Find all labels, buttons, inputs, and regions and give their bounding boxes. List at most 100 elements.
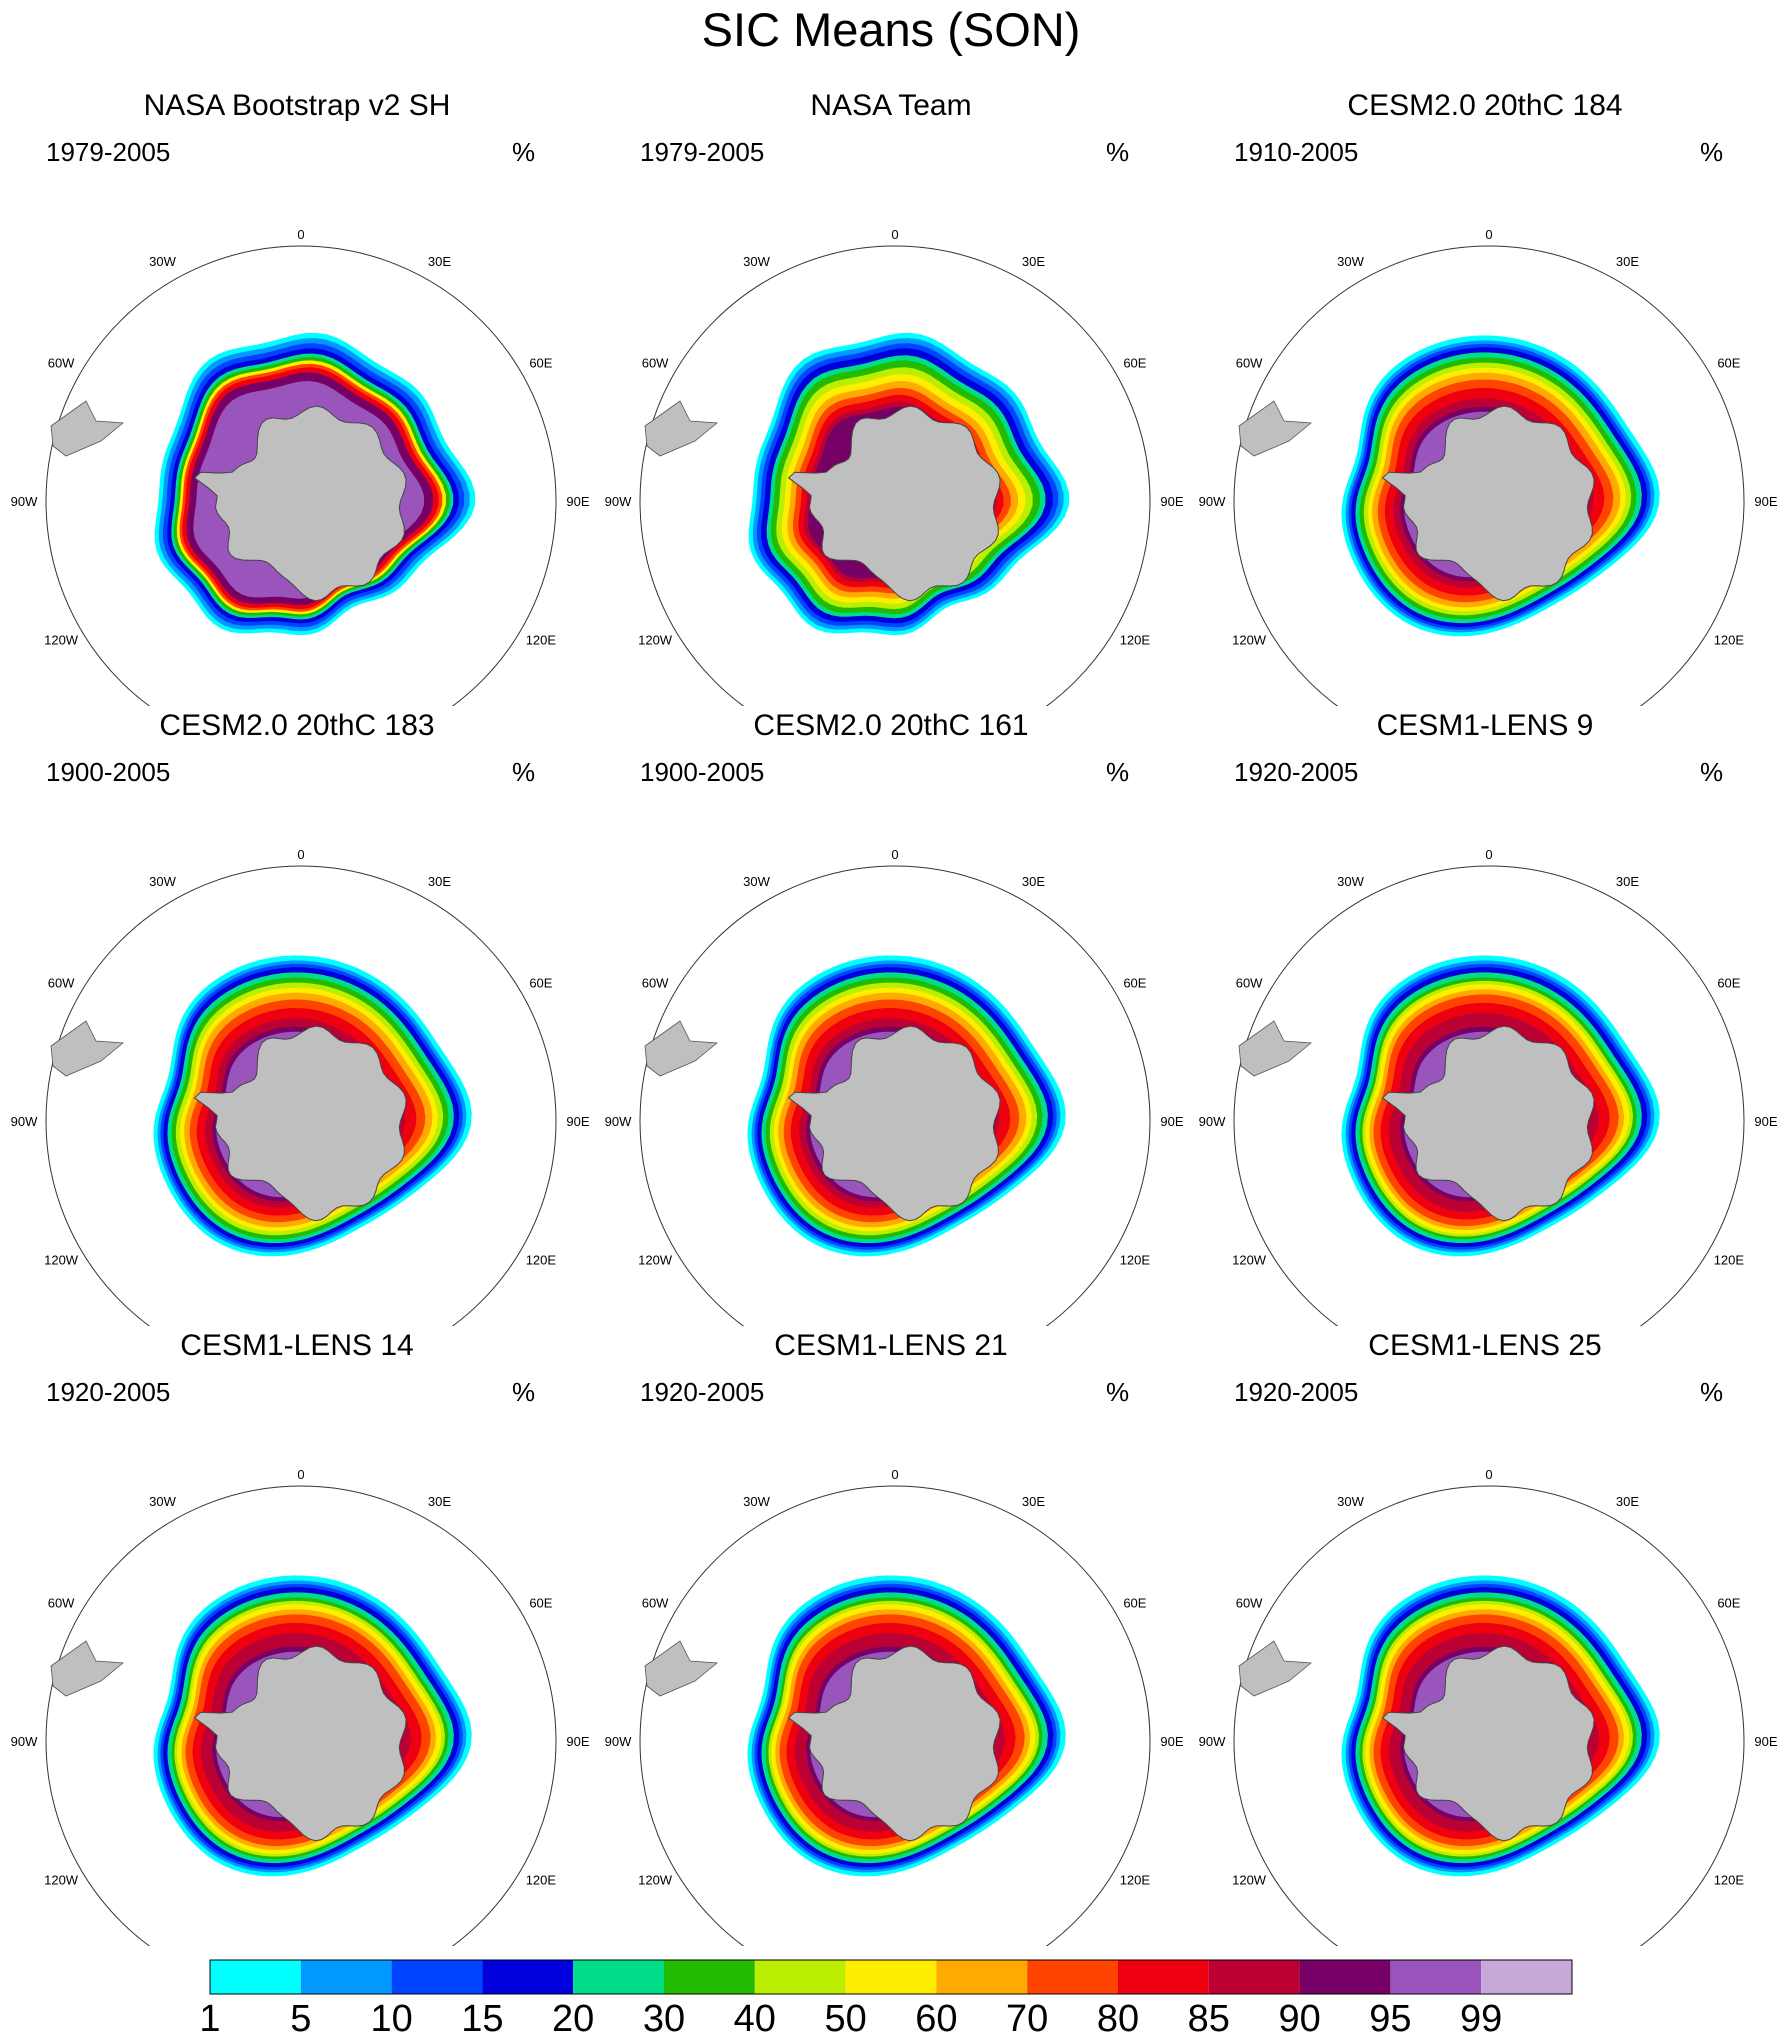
longitude-label: 90E <box>1160 494 1183 509</box>
longitude-label: 0 <box>297 847 304 862</box>
colorbar-label: 50 <box>824 1998 867 2040</box>
panel-title: CESM1-LENS 25 <box>1368 1329 1602 1362</box>
south-america-land <box>50 1020 125 1077</box>
longitude-label: 30W <box>1337 874 1364 889</box>
longitude-label: 90E <box>566 494 589 509</box>
panel-unit: % <box>1106 1377 1130 1407</box>
longitude-label: 0 <box>891 847 898 862</box>
longitude-label: 60W <box>48 976 75 991</box>
figure-title: SIC Means (SON) <box>701 3 1081 56</box>
colorbar-swatch <box>754 1960 846 1994</box>
colorbar-label: 20 <box>552 1998 595 2040</box>
longitude-label: 90E <box>566 1734 589 1749</box>
panel-title: CESM2.0 20thC 183 <box>159 709 435 742</box>
colorbar-swatch <box>1118 1960 1209 1994</box>
longitude-label: 30W <box>1337 1494 1364 1509</box>
longitude-label: 90W <box>1199 1114 1226 1129</box>
colorbar-label: 90 <box>1278 1998 1321 2040</box>
longitude-label: 60E <box>1717 1596 1740 1611</box>
longitude-label: 90E <box>1754 1114 1777 1129</box>
panel-unit: % <box>1700 757 1724 787</box>
longitude-label: 120E <box>1120 1873 1151 1888</box>
longitude-label: 60E <box>1123 976 1146 991</box>
longitude-label: 120W <box>1232 633 1267 648</box>
antarctica-land <box>787 1025 1001 1222</box>
longitude-label: 30E <box>1616 874 1639 889</box>
map-panel: NASA Bootstrap v2 SH 1979-2005% 0 30E 60E 90E… <box>0 86 594 706</box>
longitude-label: 0 <box>891 227 898 242</box>
polar-map: 030E60E90E120E150E180150W120W90W60W30W <box>11 227 590 706</box>
map-panel: CESM2.0 20thC 183 1900-2005% 0 30E 60E 90E 120… <box>0 706 594 1326</box>
panel-title: NASA Team <box>810 89 972 122</box>
longitude-label: 120E <box>1120 1253 1151 1268</box>
colorbar-label: 80 <box>1096 1998 1140 2040</box>
longitude-label: 0 <box>1485 1467 1492 1482</box>
longitude-label: 60E <box>1717 976 1740 991</box>
colorbar-swatch <box>300 1960 392 1994</box>
longitude-label: 90W <box>605 1114 632 1129</box>
longitude-label: 60W <box>1236 356 1263 371</box>
panel-unit: % <box>512 757 536 787</box>
polar-map: 030E60E90E120E150E180150W120W90W60W30W <box>1199 227 1778 706</box>
longitude-label: 60E <box>529 356 552 371</box>
longitude-label: 60W <box>1236 1596 1263 1611</box>
longitude-label: 90E <box>1754 494 1777 509</box>
longitude-label: 0 <box>1485 227 1492 242</box>
longitude-label: 30W <box>1337 254 1364 269</box>
antarctica-land <box>1381 1025 1595 1222</box>
colorbar-label: 70 <box>1006 1998 1049 2040</box>
colorbar-label: 85 <box>1187 1998 1230 2040</box>
panel-title: CESM1-LENS 14 <box>180 1329 414 1362</box>
south-america-land <box>1238 1640 1313 1697</box>
colorbar-label: 40 <box>733 1998 776 2040</box>
longitude-label: 120E <box>1120 633 1151 648</box>
panel-unit: % <box>1700 1377 1724 1407</box>
panel-period: 1900-2005 <box>46 757 171 787</box>
longitude-label: 60E <box>1123 356 1146 371</box>
panel-period: 1900-2005 <box>640 757 765 787</box>
panel-title: CESM2.0 20thC 184 <box>1347 89 1623 122</box>
map-panel: CESM1-LENS 211920-2005%030E60E90E120E150… <box>594 1326 1188 1946</box>
longitude-label: 60E <box>1717 356 1740 371</box>
south-america-land <box>644 400 719 457</box>
colorbar-swatch <box>1390 1960 1482 1994</box>
longitude-label: 30W <box>743 1494 770 1509</box>
panel-title: CESM1-LENS 21 <box>774 1329 1008 1362</box>
polar-map: 030E60E90E120E150E180150W120W90W60W30W <box>1199 847 1778 1326</box>
south-america-land <box>1238 400 1313 457</box>
map-panel: CESM1-LENS 251920-2005%030E60E90E120E150… <box>1188 1326 1782 1946</box>
panel-period: 1979-2005 <box>46 137 171 167</box>
longitude-label: 30W <box>743 874 770 889</box>
longitude-label: 60W <box>642 1596 669 1611</box>
colorbar-label: 1 <box>199 1998 221 2040</box>
south-america-land <box>1238 1020 1313 1077</box>
map-panel: CESM2.0 20thC 161 1900-2005% 0 30E 60E 90E 120… <box>594 706 1188 1326</box>
polar-map: 030E60E90E120E150E180150W120W90W60W30W <box>11 1467 590 1946</box>
polar-map: 030E60E90E120E150E180150W120W90W60W30W <box>1199 1467 1778 1946</box>
panel-period: 1910-2005 <box>1234 137 1359 167</box>
longitude-label: 0 <box>1485 847 1492 862</box>
polar-map: 030E60E90E120E150E180150W120W90W60W30W <box>605 227 1184 706</box>
longitude-label: 90W <box>605 1734 632 1749</box>
longitude-label: 60W <box>642 976 669 991</box>
panel-unit: % <box>1106 757 1130 787</box>
longitude-label: 120W <box>44 633 79 648</box>
panel-title: CESM1-LENS 9 <box>1376 709 1594 742</box>
antarctica-land <box>787 405 1001 602</box>
longitude-label: 90E <box>1754 1734 1777 1749</box>
longitude-label: 0 <box>891 1467 898 1482</box>
longitude-label: 90E <box>566 1114 589 1129</box>
longitude-label: 30E <box>1022 1494 1045 1509</box>
panel-unit: % <box>512 1377 536 1407</box>
longitude-label: 30E <box>1022 254 1045 269</box>
colorbar-swatch <box>210 1960 301 1994</box>
longitude-label: 60W <box>642 356 669 371</box>
polar-map: 030E60E90E120E150E180150W120W90W60W30W <box>11 847 590 1326</box>
panel-unit: % <box>512 137 536 167</box>
longitude-label: 60E <box>529 976 552 991</box>
antarctica-land <box>193 405 407 602</box>
longitude-label: 120W <box>44 1873 79 1888</box>
polar-map: 030E60E90E120E150E180150W120W90W60W30W <box>605 1467 1184 1946</box>
antarctica-land <box>193 1645 407 1842</box>
colorbar-label: 15 <box>461 1998 504 2040</box>
